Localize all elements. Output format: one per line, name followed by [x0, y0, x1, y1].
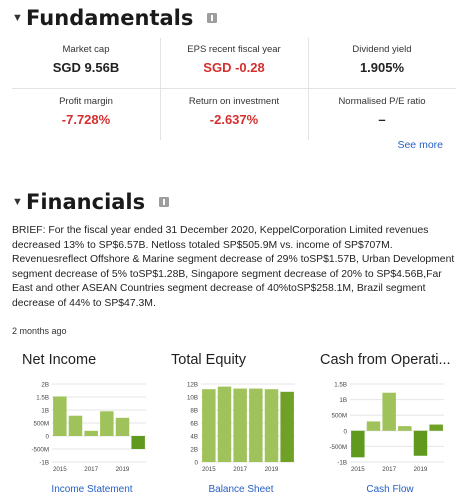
dividend-yield-value: 1.905%	[359, 60, 405, 75]
fundamentals-header[interactable]: ▼ Fundamentals	[12, 6, 218, 30]
y-tick-label: 0	[195, 460, 199, 467]
cash-from-operations-chart: Cash from Operati... 1.5B 1B 500M 0 -500M -1B…	[320, 352, 460, 495]
y-tick-label: 1.5B	[36, 395, 49, 402]
fundamentals-title: Fundamentals	[26, 6, 194, 30]
info-icon[interactable]	[207, 13, 218, 23]
y-tick-label: -500M	[31, 447, 49, 454]
balance-sheet-link[interactable]: Balance Sheet	[208, 484, 274, 495]
dividend-yield-label: Dividend yield	[352, 44, 412, 55]
bar-2020	[280, 391, 294, 462]
y-tick-label: -1B	[39, 460, 49, 467]
net-income-svg: 2B 1.5B 1B 500M 0 -500M -1B 2015 2017 2019	[31, 382, 146, 473]
total-equity-chart: Total Equity 12B 10B 8B 6B 4B 2B 0 2015 2017 2019…	[171, 352, 311, 495]
x-tick-label: 2017	[84, 466, 98, 473]
bar-2019	[115, 417, 130, 436]
y-tick-label: 2B	[41, 382, 49, 389]
market-cap-cell: Market cap SGD 9.56B	[12, 38, 160, 88]
cash-flow-link[interactable]: Cash Flow	[366, 484, 414, 495]
cash-from-operations-svg: 1.5B 1B 500M 0 -500M -1B 2015 2017 2019	[329, 382, 444, 473]
x-tick-label: 2015	[351, 466, 365, 473]
roi-cell: Return on investment -2.637%	[160, 89, 308, 140]
y-tick-label: 2B	[190, 447, 198, 454]
bar-2019	[413, 430, 428, 456]
y-tick-label: 1.5B	[334, 382, 347, 389]
y-tick-label: 1B	[339, 397, 347, 404]
collapse-triangle-icon[interactable]: ▼	[12, 196, 23, 208]
profit-margin-cell: Profit margin -7.728%	[12, 89, 160, 140]
eps-label: EPS recent fiscal year	[187, 44, 281, 55]
see-more-link[interactable]: See more	[397, 139, 443, 151]
profit-margin-label: Profit margin	[59, 96, 113, 107]
y-tick-label: 8B	[190, 408, 198, 415]
pe-ratio-value: –	[378, 112, 386, 127]
roi-label: Return on investment	[188, 96, 280, 107]
y-tick-label: 4B	[190, 434, 198, 441]
bar-2020	[131, 436, 145, 449]
x-tick-label: 2017	[382, 466, 396, 473]
y-tick-label: -1B	[337, 460, 347, 467]
x-tick-label: 2019	[116, 466, 130, 473]
collapse-triangle-icon[interactable]: ▼	[12, 12, 23, 24]
bar-2016	[68, 415, 83, 436]
net-income-chart: Net Income 2B 1.5B 1B 500M 0 -500M -1B 2015 2017…	[22, 352, 162, 495]
x-tick-label: 2015	[53, 466, 67, 473]
fundamentals-grid: Market cap SGD 9.56B EPS recent fiscal y…	[12, 38, 456, 140]
profit-margin-value: -7.728%	[61, 112, 111, 127]
y-tick-label: 1B	[41, 408, 49, 415]
bar-2018	[100, 411, 114, 436]
bar-2017	[382, 392, 396, 431]
eps-value: SGD -0.28	[203, 60, 265, 75]
income-statement-link[interactable]: Income Statement	[51, 484, 133, 495]
bar-2016	[217, 386, 232, 462]
updated-time: 2 months ago	[12, 326, 67, 336]
bar-2018	[249, 388, 263, 462]
y-tick-label: 500M	[34, 421, 49, 428]
bar-2016	[366, 421, 381, 431]
y-tick-label: 500M	[332, 413, 347, 420]
bar-2019	[264, 389, 279, 462]
chart-title: Cash from Operati...	[320, 352, 451, 368]
dividend-yield-cell: Dividend yield 1.905%	[308, 38, 456, 88]
financials-title: Financials	[26, 190, 146, 214]
fundamentals-row: Market cap SGD 9.56B EPS recent fiscal y…	[12, 38, 456, 89]
x-tick-label: 2017	[233, 466, 247, 473]
pe-ratio-label: Normalised P/E ratio	[338, 96, 426, 107]
info-icon[interactable]	[159, 197, 170, 207]
chart-title: Total Equity	[171, 352, 246, 368]
market-cap-label: Market cap	[62, 44, 110, 55]
bar-2017	[84, 430, 98, 436]
financials-header[interactable]: ▼ Financials	[12, 190, 170, 214]
y-tick-label: -500M	[329, 444, 347, 451]
y-tick-label: 6B	[190, 421, 198, 428]
eps-cell: EPS recent fiscal year SGD -0.28	[160, 38, 308, 88]
y-tick-label: 0	[46, 434, 50, 441]
bar-2015	[202, 389, 216, 462]
roi-value: -2.637%	[209, 112, 259, 127]
pe-ratio-cell: Normalised P/E ratio –	[308, 89, 456, 140]
y-tick-label: 10B	[187, 395, 198, 402]
bar-2015	[53, 396, 67, 436]
y-tick-label: 0	[344, 428, 348, 435]
chart-title: Net Income	[22, 352, 97, 368]
x-tick-label: 2015	[202, 466, 216, 473]
x-tick-label: 2019	[414, 466, 428, 473]
fundamentals-row: Profit margin -7.728% Return on investme…	[12, 89, 456, 140]
x-tick-label: 2019	[265, 466, 279, 473]
financials-brief: BRIEF: For the fiscal year ended 31 Dece…	[12, 225, 455, 309]
bar-2015	[351, 430, 365, 458]
market-cap-value: SGD 9.56B	[52, 60, 120, 75]
bar-2017	[233, 388, 247, 462]
bar-2020	[429, 424, 443, 431]
bar-2018	[398, 426, 412, 431]
y-tick-label: 12B	[187, 382, 198, 389]
